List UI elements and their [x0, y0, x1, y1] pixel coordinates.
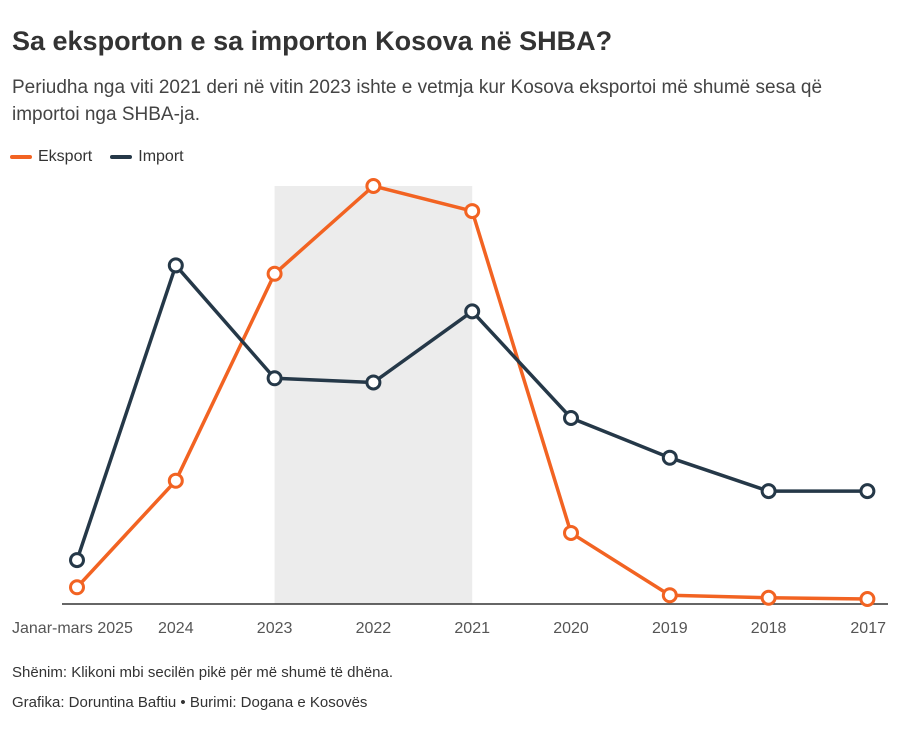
- data-point-import[interactable]: [760, 483, 777, 500]
- data-point-export[interactable]: [69, 579, 85, 596]
- data-point-export[interactable]: [661, 587, 678, 604]
- legend: Eksport Import: [10, 148, 184, 166]
- data-point-import[interactable]: [167, 257, 184, 274]
- x-tick-label: 2024: [158, 620, 194, 637]
- data-point-export[interactable]: [859, 590, 876, 607]
- chart-title: Sa eksporton e sa importon Kosova në SHB…: [12, 26, 613, 56]
- data-point-import[interactable]: [661, 449, 678, 466]
- data-point-import[interactable]: [563, 409, 579, 426]
- data-point-import[interactable]: [859, 483, 876, 500]
- data-point-import[interactable]: [464, 303, 481, 320]
- x-tick-label: 2020: [553, 620, 589, 637]
- x-tick-label: 2018: [751, 620, 787, 637]
- x-tick-label: 2019: [652, 620, 688, 637]
- legend-label-import: Import: [138, 148, 184, 165]
- data-point-export[interactable]: [464, 203, 481, 220]
- data-point-import[interactable]: [365, 374, 382, 391]
- x-tick-label: 2022: [356, 620, 392, 637]
- legend-item-export[interactable]: Eksport: [10, 148, 92, 166]
- legend-swatch-export: [10, 155, 32, 159]
- x-tick-label: 2017: [850, 620, 886, 637]
- data-point-export[interactable]: [167, 472, 184, 489]
- credit-line: Grafika: Doruntina Baftiu • Burimi: Doga…: [12, 694, 368, 711]
- data-point-import[interactable]: [69, 552, 85, 569]
- data-point-export[interactable]: [563, 524, 579, 541]
- legend-label-export: Eksport: [38, 148, 93, 165]
- legend-item-import[interactable]: Import: [110, 148, 184, 166]
- data-point-export[interactable]: [266, 265, 283, 282]
- x-tick-label: 2023: [257, 620, 293, 637]
- data-point-export[interactable]: [760, 589, 777, 606]
- highlight-band: [274, 186, 473, 604]
- x-tick-label: 2021: [454, 620, 490, 637]
- data-point-import[interactable]: [266, 370, 283, 387]
- data-point-export[interactable]: [365, 178, 382, 194]
- chart-subtitle: Periudha nga viti 2021 deri në vitin 202…: [12, 77, 823, 125]
- x-tick-label: Janar-mars 2025: [12, 620, 133, 637]
- legend-swatch-import: [110, 155, 133, 159]
- line-chart: Janar-mars 2025 2024 2023 2022 2021 2020 2019 2…: [12, 178, 888, 637]
- footnote: Shënim: Klikoni mbi secilën pikë për më …: [12, 664, 394, 681]
